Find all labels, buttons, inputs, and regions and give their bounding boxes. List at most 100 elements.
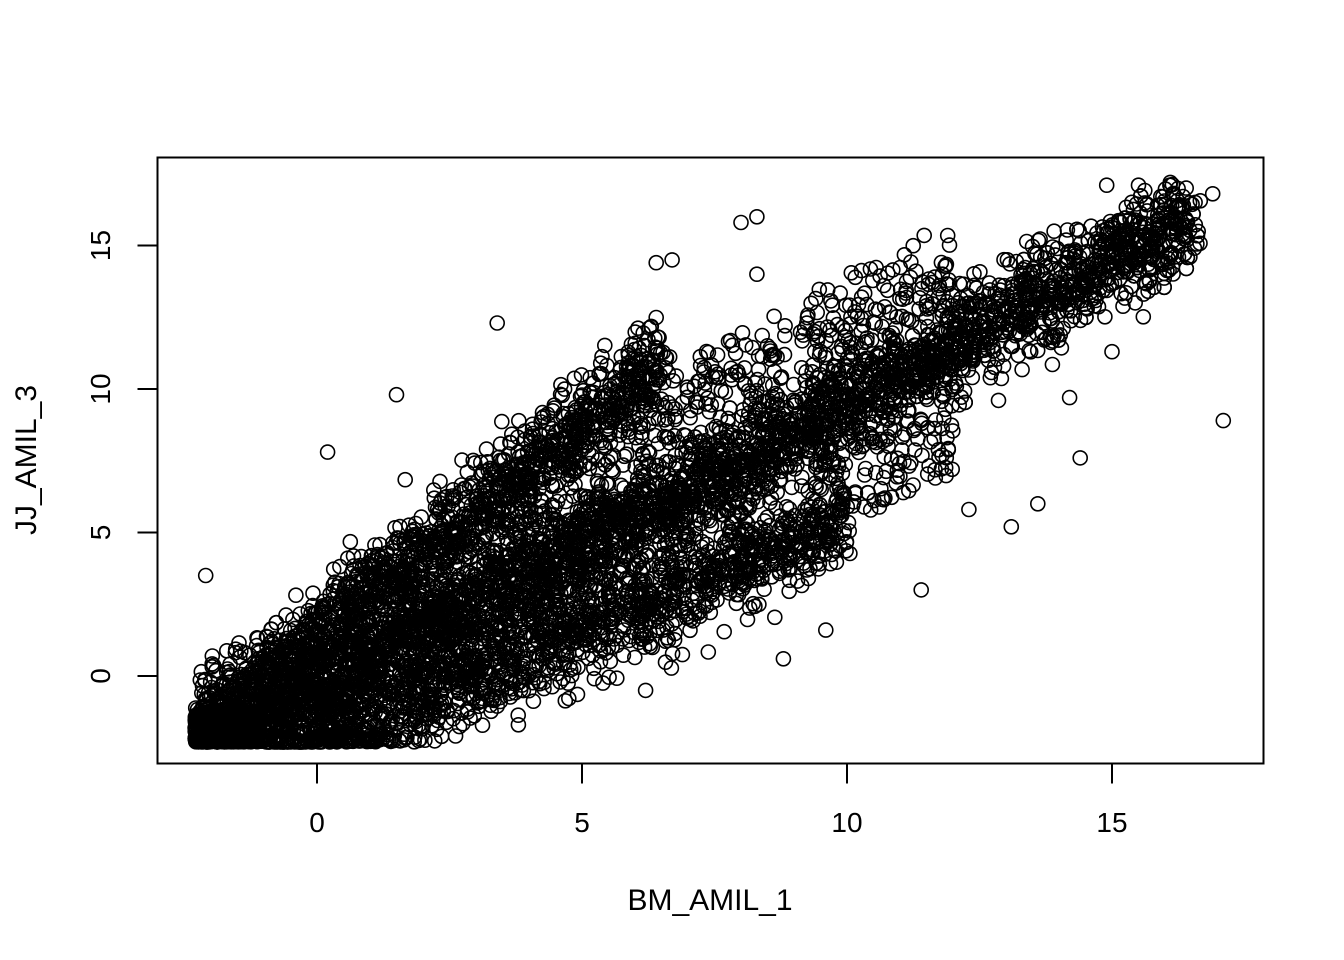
data-point (989, 321, 1006, 337)
data-point (300, 602, 317, 619)
data-point (410, 634, 427, 650)
data-point (648, 309, 665, 326)
data-point (227, 641, 244, 658)
data-point (466, 455, 483, 471)
data-point (760, 425, 777, 442)
data-point (1117, 290, 1133, 306)
data-point (783, 479, 800, 496)
data-point (1127, 248, 1144, 264)
data-point (1127, 295, 1143, 311)
data-point (857, 460, 874, 477)
data-point (1028, 325, 1045, 342)
data-point (1047, 247, 1064, 263)
data-point (534, 404, 551, 421)
data-point (1024, 238, 1041, 255)
data-point (1122, 255, 1139, 272)
data-point (563, 479, 580, 496)
data-point (1155, 237, 1171, 254)
data-point (1015, 251, 1032, 268)
data-point (426, 490, 443, 507)
data-point (1046, 223, 1062, 239)
data-point (1142, 232, 1159, 248)
data-point (1104, 243, 1121, 259)
data-point (1147, 239, 1164, 256)
data-point (1029, 246, 1045, 262)
data-point (1156, 270, 1172, 286)
data-points (187, 174, 1232, 750)
data-point (640, 443, 656, 460)
data-point (1138, 231, 1154, 247)
data-point (1051, 303, 1067, 320)
data-point (993, 370, 1010, 387)
data-point (898, 273, 915, 290)
data-point (1117, 210, 1133, 226)
data-point (979, 341, 996, 357)
data-point (1053, 296, 1070, 313)
data-point (692, 424, 709, 441)
data-point (999, 251, 1016, 268)
data-point (829, 398, 846, 415)
data-point (908, 388, 925, 405)
data-point (573, 367, 590, 383)
data-point (553, 376, 569, 393)
data-point (1058, 232, 1074, 248)
data-point (1067, 242, 1083, 258)
data-point (1100, 270, 1116, 287)
data-point (1079, 300, 1095, 317)
data-point (1059, 291, 1076, 308)
data-point (1146, 279, 1162, 296)
data-point (904, 327, 921, 344)
data-point (982, 369, 999, 386)
data-point (991, 277, 1008, 294)
data-point (1136, 274, 1153, 291)
data-point (436, 489, 453, 506)
data-point (1103, 219, 1120, 236)
data-point (1017, 270, 1034, 287)
data-point (1125, 222, 1141, 238)
data-point (1037, 250, 1053, 267)
data-point (1096, 234, 1112, 251)
data-point (468, 561, 485, 578)
data-point (1176, 246, 1193, 262)
data-point (1178, 260, 1195, 277)
data-point (1153, 188, 1169, 205)
data-point (966, 311, 983, 327)
data-point (493, 413, 510, 430)
data-point (397, 471, 414, 488)
data-point (1179, 214, 1196, 230)
data-point (516, 423, 533, 439)
data-point (1115, 298, 1131, 315)
data-point (1135, 308, 1152, 325)
data-point (585, 384, 602, 401)
data-point (1069, 221, 1085, 238)
data-point (990, 392, 1007, 409)
data-point (1122, 211, 1138, 227)
data-point (1014, 361, 1030, 378)
data-point (1192, 235, 1208, 252)
data-point (1044, 356, 1061, 373)
data-point (985, 298, 1002, 315)
data-point (1175, 197, 1192, 214)
data-point (1133, 188, 1149, 204)
data-point (566, 370, 583, 387)
data-point (1192, 193, 1209, 209)
data-point (1189, 227, 1206, 244)
data-point (1134, 246, 1150, 262)
data-point (1044, 239, 1061, 255)
data-point (968, 280, 985, 296)
data-point (203, 679, 220, 696)
data-point (1011, 291, 1028, 308)
data-point (727, 431, 744, 448)
data-point (1090, 298, 1107, 315)
data-point (1078, 309, 1094, 326)
data-point (1151, 216, 1167, 233)
data-point (1043, 329, 1059, 345)
data-point (697, 432, 713, 449)
data-point (1013, 273, 1030, 290)
data-point (1021, 342, 1037, 359)
data-point (1087, 277, 1103, 294)
data-point (771, 472, 788, 489)
data-point (1168, 221, 1185, 237)
data-point (996, 302, 1012, 319)
